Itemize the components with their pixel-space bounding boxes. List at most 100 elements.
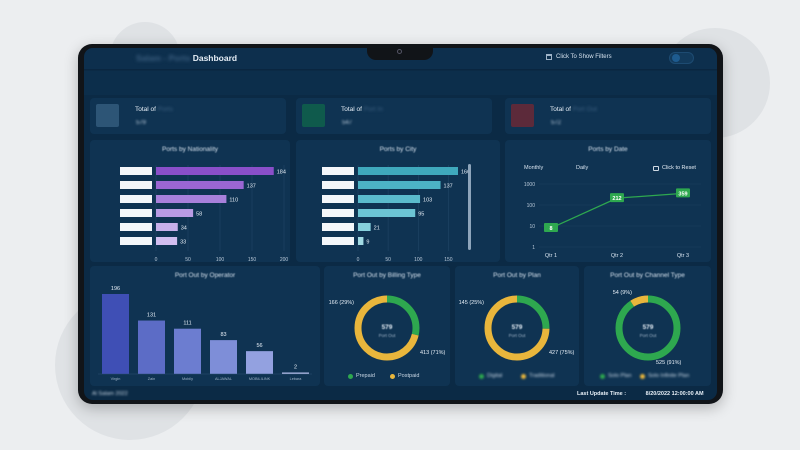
bar [156,181,244,189]
camera-icon [397,49,402,54]
bar [138,320,165,374]
data-label: 111 [183,321,191,327]
data-label: 2 [294,365,297,371]
data-point [544,223,558,233]
chart-card-plan: Port Out by Plan 579 Port Out 145 (25%) 427… [455,266,579,386]
reset-label: Click to Reset [662,165,696,171]
kpi-label: Total of Ports [135,106,173,113]
chart-card-billing-type: Port Out by Billing Type 579 Port Out 166 … [324,266,450,386]
chart-card-operator: Port Out by Operator 196 Virgin 131 Zain 111… [90,266,320,386]
data-point [676,188,690,198]
chart-title: Port Out by Billing Type [353,272,421,279]
bar [156,237,178,245]
tab-monthly[interactable]: Monthly [524,165,544,171]
category-label-redacted [322,209,354,217]
data-label: 8 [549,226,552,232]
category-label-redacted [120,237,152,245]
bar [156,209,194,217]
bar [358,223,371,231]
data-label: 34 [181,226,187,232]
show-filters-button[interactable]: Click To Show Filters [546,54,612,60]
bar [156,195,227,203]
kpi-label-blurred: Ports [157,106,173,113]
filter-icon [546,54,552,60]
bar [358,195,421,203]
show-filters-label: Click To Show Filters [556,54,612,60]
x-tick-label: Virgin [111,377,121,381]
operator-chart: 196 Virgin 131 Zain 111 Mobily 83 ALJAWAL 56 MOBI… [98,286,312,381]
tab-daily[interactable]: Daily [576,165,589,171]
category-label-redacted [322,181,354,189]
legend-item[interactable]: Traditional [521,373,554,379]
donut-slice [354,295,420,361]
x-tick-label: 150 [248,257,257,262]
x-tick-label: 100 [216,257,225,262]
data-label: 427 (75%) [549,350,575,356]
category-label-redacted [322,167,354,175]
x-tick-label: Qtr 1 [545,253,557,259]
bar [358,209,416,217]
chart-card-nationality: Ports by Nationality 0 50 100 150 200 184 137 1… [90,140,290,262]
legend-item[interactable]: Postpaid [390,373,419,379]
kpi-value: 572 [551,120,562,126]
x-tick-label: Mobily [182,377,193,381]
kpi-label-blurred: Port In [363,106,383,113]
center-value: 579 [512,324,523,331]
filters-toggle[interactable] [669,52,694,64]
data-label: 56 [256,343,262,349]
data-label: 166 [461,170,470,176]
page-title-text: Dashboard [192,53,238,63]
x-tick-label: 200 [280,257,289,262]
chart-title: Port Out by Channel Type [610,272,685,279]
kpi-color-square [511,104,534,127]
last-update-label: Last Update Time : [577,391,627,397]
chart-title: Ports by Nationality [162,146,218,153]
dashboard-screen: Salam - Ports Dashboard Click To Show Fi… [84,48,717,400]
kpi-value: 547 [342,120,353,126]
reset-button[interactable]: Click to Reset [653,165,696,171]
data-label: 83 [220,332,226,338]
bar [156,223,178,231]
y-tick-label: 1000 [524,182,535,188]
kpi-label: Total of Port Out [550,106,597,113]
center-value: 579 [643,324,654,331]
legend-item[interactable]: Digital [479,373,502,379]
center-label: Port Out [379,333,397,338]
reset-icon [653,165,659,171]
y-tick-label: 10 [529,224,535,230]
bar [174,328,201,374]
data-label: 58 [196,212,202,218]
legend-label: Traditional [529,373,555,379]
toggle-knob [672,54,680,62]
x-tick-label: Qtr 2 [611,253,623,259]
plan-chart: 579 Port Out 145 (25%) 427 (75%) [459,295,575,361]
chart-card-channel-type: Port Out by Channel Type 579 Port Out 54 (… [584,266,711,386]
donut-slice [484,295,550,361]
kpi-label-text: Total of [550,106,571,113]
data-label: 359 [678,191,687,197]
kpi-card-total-ports[interactable]: Total of Ports 579 [90,98,286,134]
chart-title: Port Out by Operator [174,272,236,279]
kpi-color-square [96,104,119,127]
x-tick-label: 0 [357,257,360,262]
legend-item[interactable]: Prepaid [348,373,375,379]
nationality-chart: 0 50 100 150 200 184 137 110 58 34 33 [120,165,289,262]
data-label: 166 (29%) [329,300,355,306]
legend-dot [600,373,605,379]
legend-item[interactable]: Solo Infinite Plan [640,373,689,379]
data-label: 137 [444,184,453,190]
scrollbar [468,164,471,250]
x-tick-label: 50 [185,257,191,262]
legend-dot [479,373,484,379]
kpi-card-total-port-out[interactable]: Total of Port Out 572 [505,98,711,134]
x-tick-label: 0 [155,257,158,262]
kpi-card-total-port-in[interactable]: Total of Port In 547 [296,98,492,134]
center-label: Port Out [509,333,527,338]
category-label-redacted [120,223,152,231]
category-label-redacted [322,195,354,203]
kpi-label: Total of Port In [341,106,383,113]
legend-item[interactable]: Solo Plan [600,373,632,379]
x-tick-label: 150 [444,257,453,262]
y-tick-label: 100 [527,203,536,209]
data-label: 95 [418,212,424,218]
